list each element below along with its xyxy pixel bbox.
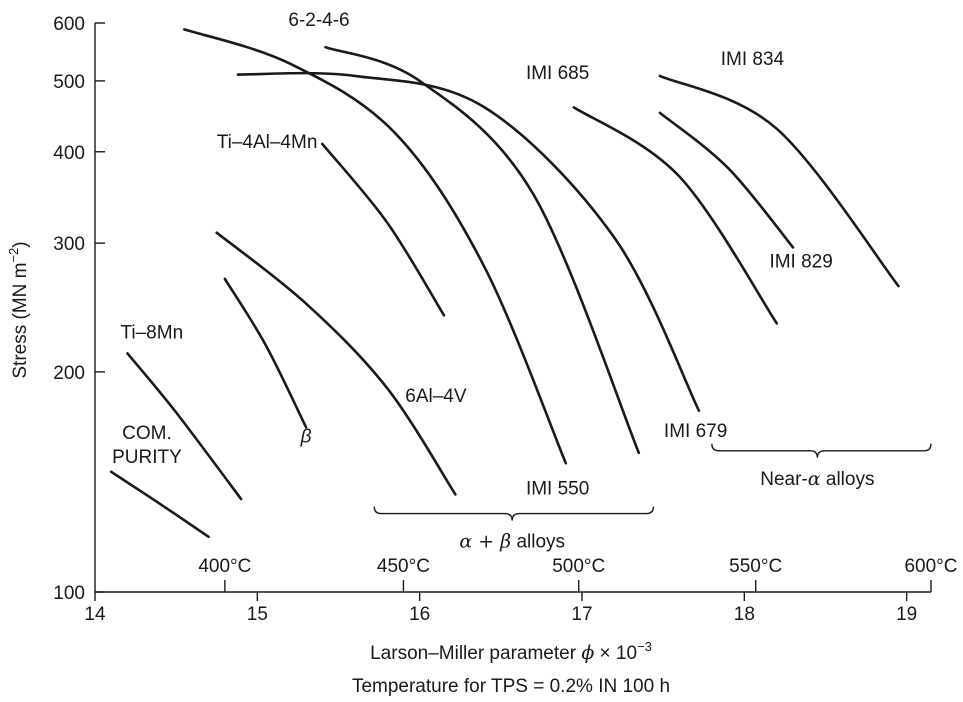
curve-label-ti-4al-4mn: Ti–4Al–4Mn: [217, 132, 318, 153]
temperature-axis-title: Temperature for TPS = 0.2% IN 100 h: [352, 676, 670, 697]
curve-label-beta: β: [300, 427, 312, 448]
temperature-scale: 400°C 450°C 500°C 550°C 600°C: [198, 556, 958, 592]
curve-label-6-2-4-6: 6-2-4-6: [288, 10, 349, 31]
alpha-beta-alloys-bracket: [373, 506, 655, 521]
curve-ti-8mn: [126, 352, 243, 501]
curve-label-imi-685: IMI 685: [526, 63, 589, 84]
y-tick-label-200: 200: [53, 363, 85, 384]
temp-tick-label-400-c: 400°C: [198, 556, 251, 577]
y-tick-label-300: 300: [53, 234, 85, 255]
curve-imi-685: [572, 106, 779, 325]
temp-tick-label-500-c: 500°C: [552, 556, 605, 577]
y-tick-label-600: 600: [53, 14, 85, 35]
x-tick-label-15: 15: [247, 604, 268, 625]
curve-imi-834: [658, 74, 900, 288]
curve-label-imi-834: IMI 834: [721, 49, 785, 70]
x-tick-label-19: 19: [896, 604, 917, 625]
series-curves: [109, 28, 900, 539]
curve-label-ti-8mn: Ti–8Mn: [120, 323, 183, 344]
temp-tick-label-600-c: 600°C: [904, 556, 957, 577]
x-tick-label-18: 18: [734, 604, 755, 625]
curve-label-6al-4v: 6Al–4V: [405, 386, 467, 407]
near-alpha-alloys-label: Near-α alloys: [760, 468, 874, 490]
curve-label-com-purity: COM. PURITY: [112, 423, 182, 468]
curve-6-2-4-6: [324, 45, 641, 455]
curve-beta: [223, 277, 308, 429]
axes: 100 200 300 400 500 600 14 15 16 17 18 19: [53, 14, 931, 625]
curve-imi-829: [658, 111, 795, 249]
y-tick-label-500: 500: [53, 72, 85, 93]
curve-label-imi-550: IMI 550: [526, 478, 589, 499]
near-alpha-alloys-bracket: [711, 443, 932, 458]
curve-ti-4al-4mn: [321, 142, 446, 317]
alloy-group-brackets: α + β alloys Near-α alloys: [373, 443, 932, 553]
alpha-beta-alloys-label: α + β alloys: [459, 531, 565, 553]
y-axis-title: Stress (MN m−2): [6, 241, 31, 378]
curve-label-imi-679: IMI 679: [664, 421, 727, 442]
y-tick-label-400: 400: [53, 143, 85, 164]
curve-labels: COM. PURITY Ti–8Mn β 6Al–4V Ti–4Al–4Mn IMI 550…: [112, 10, 833, 499]
curve-label-imi-829: IMI 829: [769, 251, 832, 272]
x-tick-label-16: 16: [409, 604, 430, 625]
x-tick-label-14: 14: [84, 604, 106, 625]
x-tick-label-17: 17: [571, 604, 592, 625]
y-tick-label-100: 100: [53, 583, 85, 604]
curve-imi-679: [236, 71, 701, 412]
x-axis-title: Larson–Miller parameter ϕ × 10−3: [370, 639, 652, 664]
temp-tick-label-550-c: 550°C: [729, 556, 782, 577]
curve-6al-4v: [215, 231, 457, 496]
curve-com-purity: [109, 470, 210, 539]
temp-tick-label-450-c: 450°C: [377, 556, 430, 577]
curve-imi-550: [183, 28, 568, 465]
